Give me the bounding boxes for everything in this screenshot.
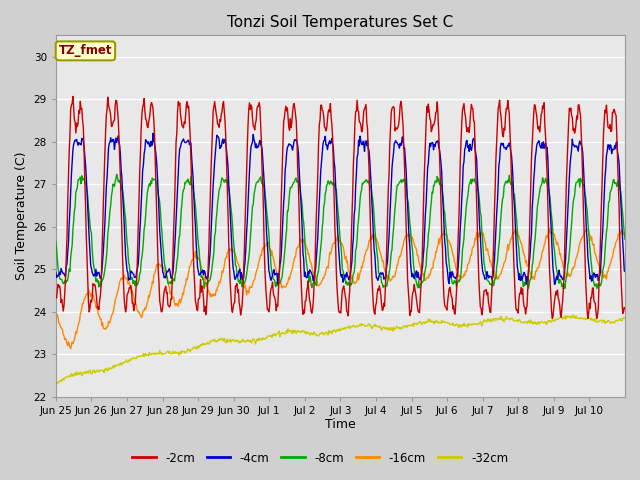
-16cm xyxy=(67,346,74,351)
-4cm xyxy=(119,191,127,197)
-2cm xyxy=(120,277,127,283)
-16cm xyxy=(252,270,260,276)
-2cm xyxy=(621,306,629,312)
Line: -16cm: -16cm xyxy=(56,228,625,348)
-8cm xyxy=(224,182,232,188)
-16cm xyxy=(545,226,553,231)
-4cm xyxy=(550,282,558,288)
-8cm xyxy=(559,286,567,292)
-16cm xyxy=(274,272,282,277)
-4cm xyxy=(252,141,260,147)
-4cm xyxy=(224,163,232,168)
-32cm xyxy=(52,382,60,387)
-8cm xyxy=(400,177,408,182)
-8cm xyxy=(52,239,60,244)
-4cm xyxy=(400,146,408,152)
-4cm xyxy=(52,269,60,275)
-2cm xyxy=(224,209,232,215)
Y-axis label: Soil Temperature (C): Soil Temperature (C) xyxy=(15,152,28,280)
X-axis label: Time: Time xyxy=(325,419,356,432)
-32cm xyxy=(223,336,231,342)
-4cm xyxy=(149,131,157,136)
-2cm xyxy=(252,118,260,123)
-2cm xyxy=(432,109,440,115)
Line: -32cm: -32cm xyxy=(56,315,625,384)
-2cm xyxy=(400,144,408,150)
Legend: -2cm, -4cm, -8cm, -16cm, -32cm: -2cm, -4cm, -8cm, -16cm, -32cm xyxy=(127,447,513,469)
-8cm xyxy=(120,194,127,200)
-2cm xyxy=(274,303,282,309)
-16cm xyxy=(120,276,127,282)
-32cm xyxy=(621,316,629,322)
-8cm xyxy=(621,236,629,242)
-8cm xyxy=(113,171,120,177)
-32cm xyxy=(399,324,407,330)
-16cm xyxy=(52,312,60,318)
-16cm xyxy=(621,231,629,237)
Line: -2cm: -2cm xyxy=(56,96,625,319)
-32cm xyxy=(569,312,577,318)
-8cm xyxy=(252,180,260,186)
-16cm xyxy=(224,249,232,255)
-2cm xyxy=(52,294,60,300)
-4cm xyxy=(274,281,282,287)
-8cm xyxy=(274,277,282,283)
-8cm xyxy=(432,178,440,184)
-32cm xyxy=(431,318,439,324)
Line: -4cm: -4cm xyxy=(56,133,625,285)
-32cm xyxy=(252,341,259,347)
-2cm xyxy=(548,316,556,322)
-2cm xyxy=(69,94,77,99)
Line: -8cm: -8cm xyxy=(56,174,625,289)
-4cm xyxy=(432,140,440,146)
-4cm xyxy=(621,269,629,275)
Title: Tonzi Soil Temperatures Set C: Tonzi Soil Temperatures Set C xyxy=(227,15,454,30)
-32cm xyxy=(273,331,281,337)
-16cm xyxy=(432,249,440,255)
Text: TZ_fmet: TZ_fmet xyxy=(59,44,112,58)
-16cm xyxy=(400,238,408,244)
-32cm xyxy=(119,360,127,365)
